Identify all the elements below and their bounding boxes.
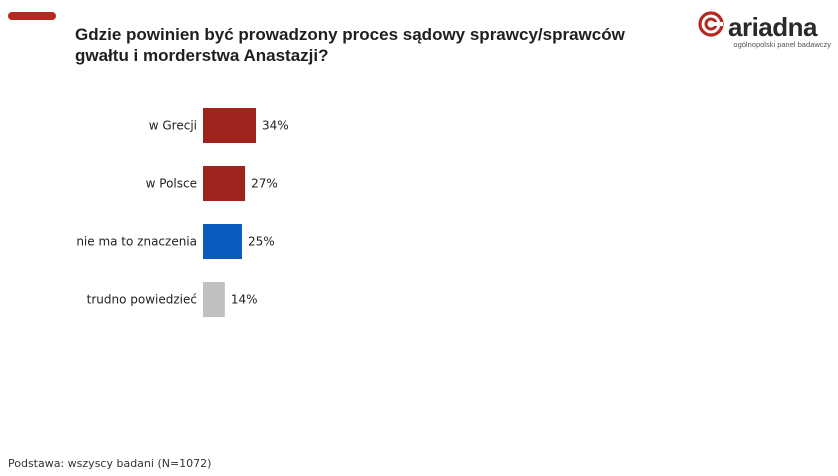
value-label: 34% <box>262 119 289 133</box>
bar <box>203 108 256 143</box>
logo-tagline: ogólnopolski panel badawczy <box>733 40 831 49</box>
logo-wordmark: ariadna <box>728 11 818 42</box>
bar <box>203 282 225 317</box>
ariadna-logo: ariadna ogólnopolski panel badawczy <box>697 10 831 50</box>
ariadna-spiral-icon <box>697 10 725 43</box>
value-label: 27% <box>251 177 278 191</box>
category-label: w Grecji <box>149 119 197 133</box>
bar <box>203 166 246 201</box>
category-label: nie ma to znaczenia <box>76 235 197 249</box>
chart-title: Gdzie powinien być prowadzony proces sąd… <box>75 25 625 65</box>
category-label: w Polsce <box>146 177 197 191</box>
top-accent-bar <box>8 12 56 20</box>
value-label: 25% <box>248 235 275 249</box>
base-note: Podstawa: wszyscy badani (N=1072) <box>8 457 212 470</box>
bar-chart-svg: w Grecji 34% w Polsce 27% nie ma to znaczeni… <box>76 108 289 317</box>
category-label: trudno powiedzieć <box>87 293 197 307</box>
bar-chart: w Grecji 34% w Polsce 27% nie ma to znaczeni… <box>0 90 838 340</box>
bar <box>203 224 242 259</box>
value-label: 14% <box>231 293 258 307</box>
